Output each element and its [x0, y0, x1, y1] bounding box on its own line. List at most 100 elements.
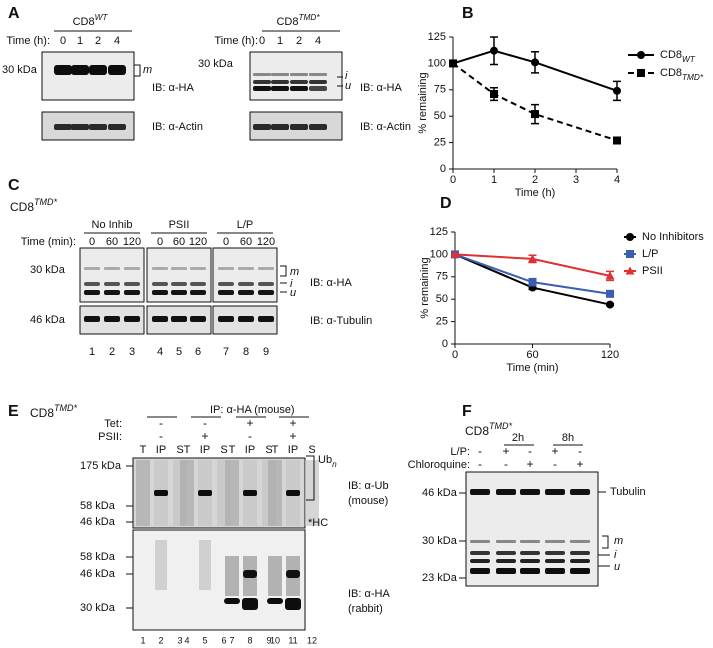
band: [124, 282, 140, 286]
point: [605, 271, 615, 280]
x-tick-label: 0: [450, 174, 456, 186]
point: [490, 46, 498, 55]
point: [606, 289, 614, 298]
point: [613, 136, 621, 145]
y-axis-label: % remaining: [417, 72, 429, 133]
band: [286, 570, 300, 578]
legend-marker: [625, 266, 635, 275]
y-tick-label: 75: [434, 84, 446, 96]
band: [253, 86, 271, 91]
x-axis-label: Time (h): [515, 187, 556, 199]
y-tick-label: 125: [430, 226, 448, 238]
band: [190, 282, 206, 286]
label: 60: [106, 236, 118, 248]
band: [309, 73, 327, 76]
band: [154, 490, 168, 496]
band: [108, 65, 126, 75]
label-sup: WT: [95, 13, 109, 22]
band: [104, 316, 120, 322]
label: IP: [200, 444, 210, 456]
label: CD8TMD*: [660, 67, 704, 82]
y-tick-label: 50: [434, 110, 446, 122]
label: -: [553, 457, 557, 471]
label: S: [220, 444, 227, 456]
label: T: [140, 444, 147, 456]
label: 30 kDa: [422, 535, 458, 547]
label: 0: [89, 236, 95, 248]
label: 46 kDa: [80, 568, 116, 580]
label-main: CD8: [465, 424, 489, 438]
legend-label: No Inhibitors: [642, 231, 704, 243]
label: T: [184, 444, 191, 456]
x-tick-label: 1: [491, 174, 497, 186]
band: [190, 267, 206, 270]
label: 30 kDa: [30, 264, 66, 276]
band: [190, 290, 206, 295]
lane-smear: [199, 540, 211, 590]
label: 46 kDa: [80, 516, 116, 528]
label: -: [478, 457, 482, 471]
band: [104, 290, 120, 295]
label: +: [502, 444, 509, 458]
bracket: [134, 64, 141, 77]
band: [470, 568, 490, 574]
band: [71, 124, 89, 130]
label: 1: [77, 35, 83, 47]
label: m: [290, 266, 299, 278]
label: 4: [315, 35, 321, 47]
label: -: [159, 416, 163, 430]
label: PSII: [169, 219, 190, 231]
label: CD8TMD*: [465, 421, 513, 438]
label: 30 kDa: [2, 64, 38, 76]
label: (rabbit): [348, 603, 383, 615]
label: 3: [177, 635, 182, 645]
label: Ubn: [318, 454, 337, 469]
label: CD8WT: [73, 13, 109, 28]
band: [470, 489, 490, 495]
label-main: CD8: [30, 406, 54, 420]
label: CD8TMD*: [276, 13, 320, 28]
label: i: [614, 549, 617, 561]
label: -: [578, 444, 582, 458]
band: [570, 559, 590, 563]
band: [258, 282, 274, 286]
y-tick-label: 125: [428, 31, 446, 43]
label: 9: [266, 635, 271, 645]
label-main: CD8: [10, 200, 34, 214]
legend-marker: [626, 233, 634, 241]
label: 2: [95, 35, 101, 47]
label: IB: α-Ub: [348, 480, 389, 492]
label: (mouse): [348, 495, 388, 507]
label: IP: α-HA (mouse): [210, 404, 295, 416]
panel-letter: C: [8, 177, 20, 194]
band: [152, 267, 168, 270]
label: +: [551, 444, 558, 458]
label: IB: α-HA: [310, 277, 352, 289]
y-tick-label: 0: [442, 338, 448, 350]
label: Time (min):: [21, 236, 76, 248]
bracket: [306, 455, 315, 501]
band: [218, 316, 234, 322]
label: 6: [195, 346, 201, 358]
band: [224, 598, 240, 604]
band: [84, 267, 100, 270]
band: [218, 290, 234, 295]
band: [285, 598, 301, 610]
label: 30 kDa: [80, 602, 116, 614]
band: [124, 290, 140, 295]
label: L/P: [237, 219, 254, 231]
label-main: Ub: [318, 454, 332, 466]
label: 9: [263, 346, 269, 358]
label: 4: [157, 346, 163, 358]
label: 8h: [562, 432, 574, 444]
label: 58 kDa: [80, 551, 116, 563]
lane-smear: [268, 460, 282, 526]
label: L/P:: [450, 446, 470, 458]
label: 46 kDa: [30, 314, 66, 326]
label: 1: [277, 35, 283, 47]
x-tick-label: 4: [614, 174, 620, 186]
point: [528, 254, 537, 263]
label-main: CD8: [73, 16, 95, 28]
label: +: [576, 457, 583, 471]
